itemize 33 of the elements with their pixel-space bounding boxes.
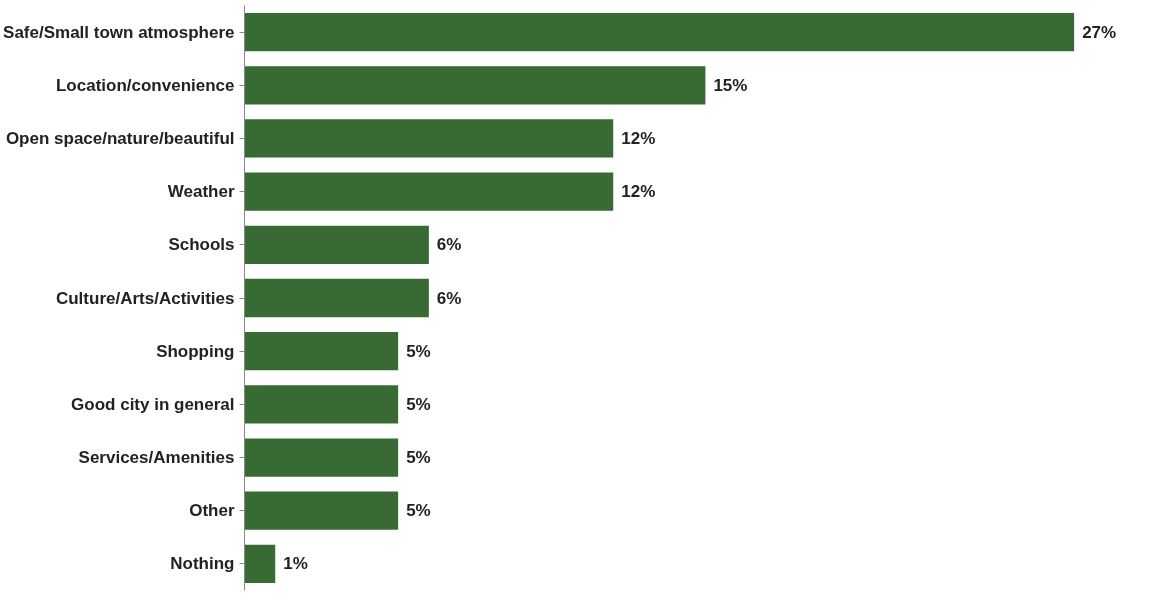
data-label: 1% bbox=[283, 554, 308, 574]
y-tick-label: Weather bbox=[167, 182, 235, 202]
bar bbox=[244, 385, 399, 424]
y-tick-label: Schools bbox=[168, 235, 235, 255]
y-tick-label: Other bbox=[189, 501, 235, 521]
data-label: 15% bbox=[713, 75, 748, 95]
bar bbox=[244, 119, 614, 158]
bar bbox=[244, 491, 399, 530]
data-label: 5% bbox=[406, 448, 431, 468]
y-tick-label: Location/convenience bbox=[55, 75, 235, 95]
data-label: 12% bbox=[621, 182, 656, 202]
y-tick-label: Culture/Arts/Activities bbox=[55, 288, 235, 308]
data-label: 27% bbox=[1082, 22, 1117, 42]
data-label: 5% bbox=[406, 501, 431, 521]
y-tick-label: Shopping bbox=[156, 341, 235, 361]
data-label: 5% bbox=[406, 394, 431, 414]
y-tick-label: Nothing bbox=[170, 554, 235, 574]
data-label: 12% bbox=[621, 128, 656, 148]
data-label: 6% bbox=[436, 288, 462, 308]
y-tick-label: Safe/Small town atmosphere bbox=[3, 22, 235, 42]
y-tick-label: Services/Amenities bbox=[78, 448, 235, 468]
bar bbox=[244, 278, 429, 318]
bar bbox=[244, 332, 399, 371]
y-tick-label: Good city in general bbox=[71, 394, 235, 414]
bar bbox=[244, 12, 1075, 52]
data-label: 6% bbox=[436, 235, 462, 255]
bar bbox=[244, 544, 276, 584]
bar bbox=[244, 66, 706, 105]
bar bbox=[244, 172, 614, 211]
bar bbox=[244, 225, 429, 264]
data-label: 5% bbox=[406, 341, 431, 361]
y-tick-label: Open space/nature/beautiful bbox=[5, 128, 235, 148]
bar bbox=[244, 438, 399, 477]
